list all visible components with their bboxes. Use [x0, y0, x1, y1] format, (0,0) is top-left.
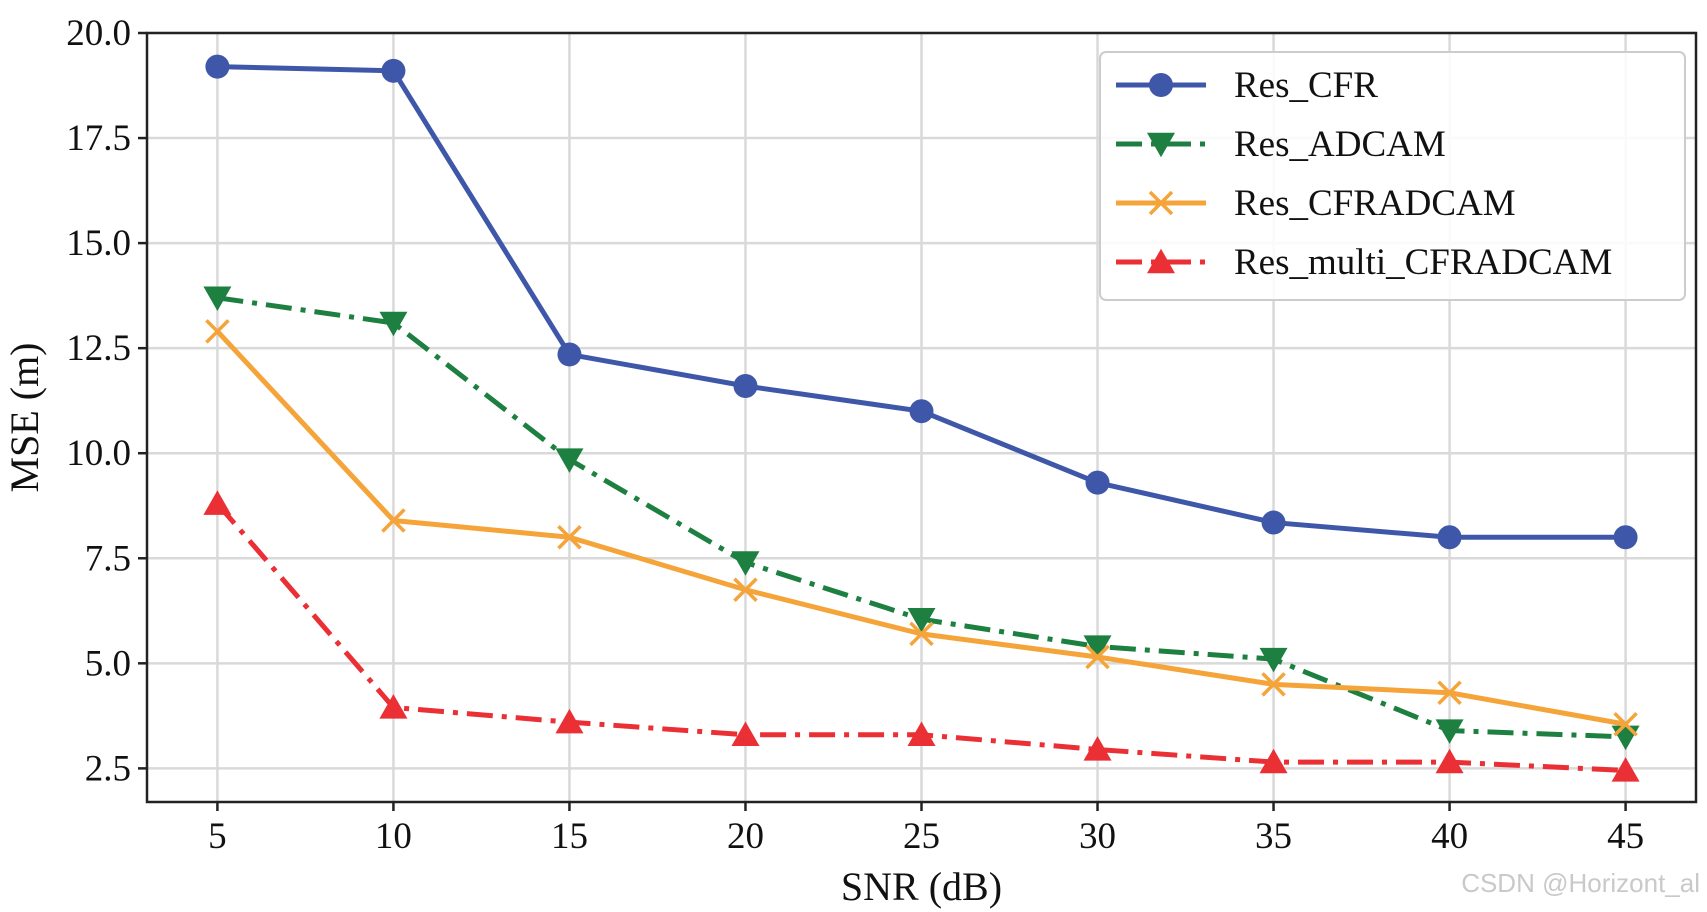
data-point [731, 551, 760, 576]
x-tick-label: 10 [375, 816, 412, 857]
watermark: CSDN @Horizont_al [1461, 868, 1700, 898]
data-point [733, 577, 758, 603]
x-tick-label: 20 [727, 816, 764, 857]
data-point [1437, 680, 1462, 705]
x-tick-label: 15 [551, 816, 588, 857]
data-point [1613, 525, 1638, 550]
data-point [205, 319, 230, 344]
data-point [203, 490, 232, 515]
x-tick-label: 45 [1607, 816, 1644, 857]
legend-box [1099, 51, 1686, 301]
data-point [555, 708, 584, 734]
data-point [379, 311, 408, 337]
y-tick-label: 7.5 [85, 538, 131, 579]
legend-item: Res_multi_CFRADCAM [1116, 242, 1612, 283]
data-point [1611, 725, 1640, 751]
data-point [1435, 748, 1464, 774]
y-tick-label: 2.5 [85, 748, 131, 789]
x-tick-label: 5 [208, 816, 227, 857]
axis-ticks: 5 10 15 20 25 30 35 40 45 2.5 5.0 7.5 10.0 12.5 15.0 17… [66, 13, 1644, 857]
legend-marker [1149, 73, 1173, 97]
data-point [557, 525, 582, 550]
data-point [1083, 635, 1112, 660]
data-point [1261, 510, 1286, 535]
y-tick-label: 10.0 [66, 433, 131, 474]
data-point [731, 721, 760, 746]
y-tick-label: 20.0 [66, 13, 131, 54]
data-point [205, 54, 230, 79]
legend-marker [1148, 190, 1174, 216]
data-point [1437, 525, 1462, 550]
data-point [1085, 644, 1110, 670]
legend-label: Res_CFR [1234, 65, 1378, 106]
x-axis-label: SNR (dB) [841, 864, 1002, 909]
series-layer [203, 54, 1640, 782]
x-tick-label: 30 [1079, 816, 1116, 857]
data-point [203, 286, 232, 312]
y-tick-label: 5.0 [85, 643, 131, 684]
data-point [381, 508, 406, 533]
data-point [555, 448, 584, 473]
data-point [733, 373, 758, 398]
data-point [557, 342, 582, 367]
data-point [909, 399, 934, 424]
data-point [1259, 647, 1288, 673]
y-tick-label: 12.5 [66, 328, 131, 369]
data-point [381, 58, 406, 83]
series-Res_CFR [205, 54, 1638, 550]
y-axis-label: MSE (m) [2, 343, 47, 493]
legend-item: Res_ADCAM [1116, 124, 1446, 165]
series-Res_ADCAM [203, 286, 1640, 751]
x-tick-label: 40 [1431, 816, 1468, 857]
data-point [379, 694, 408, 719]
data-point [1611, 757, 1640, 782]
legend-marker [1147, 248, 1175, 274]
data-point [1435, 719, 1464, 744]
legend-label: Res_CFRADCAM [1234, 183, 1516, 224]
x-tick-label: 35 [1255, 816, 1292, 857]
legend-label: Res_ADCAM [1234, 124, 1446, 165]
data-point [1613, 712, 1638, 737]
legend-item: Res_CFR [1116, 65, 1378, 106]
series-Res_multi_CFRADCAM [203, 490, 1640, 782]
data-point [1261, 672, 1286, 697]
legend-marker [1147, 132, 1175, 158]
series-Res_CFRADCAM [205, 319, 1638, 737]
data-point [907, 721, 936, 746]
legend-item: Res_CFRADCAM [1116, 183, 1516, 224]
data-point [1085, 470, 1110, 495]
data-point [907, 608, 936, 633]
y-tick-label: 15.0 [66, 223, 131, 264]
y-tick-label: 17.5 [66, 118, 131, 159]
legend: Res_CFR Res_ADCAM Res_CFRADCAM Res_multi_CF… [1099, 51, 1686, 301]
data-point [909, 621, 934, 647]
data-point [1083, 736, 1112, 761]
x-tick-label: 25 [903, 816, 940, 857]
legend-label: Res_multi_CFRADCAM [1234, 242, 1612, 283]
data-point [1259, 748, 1288, 774]
